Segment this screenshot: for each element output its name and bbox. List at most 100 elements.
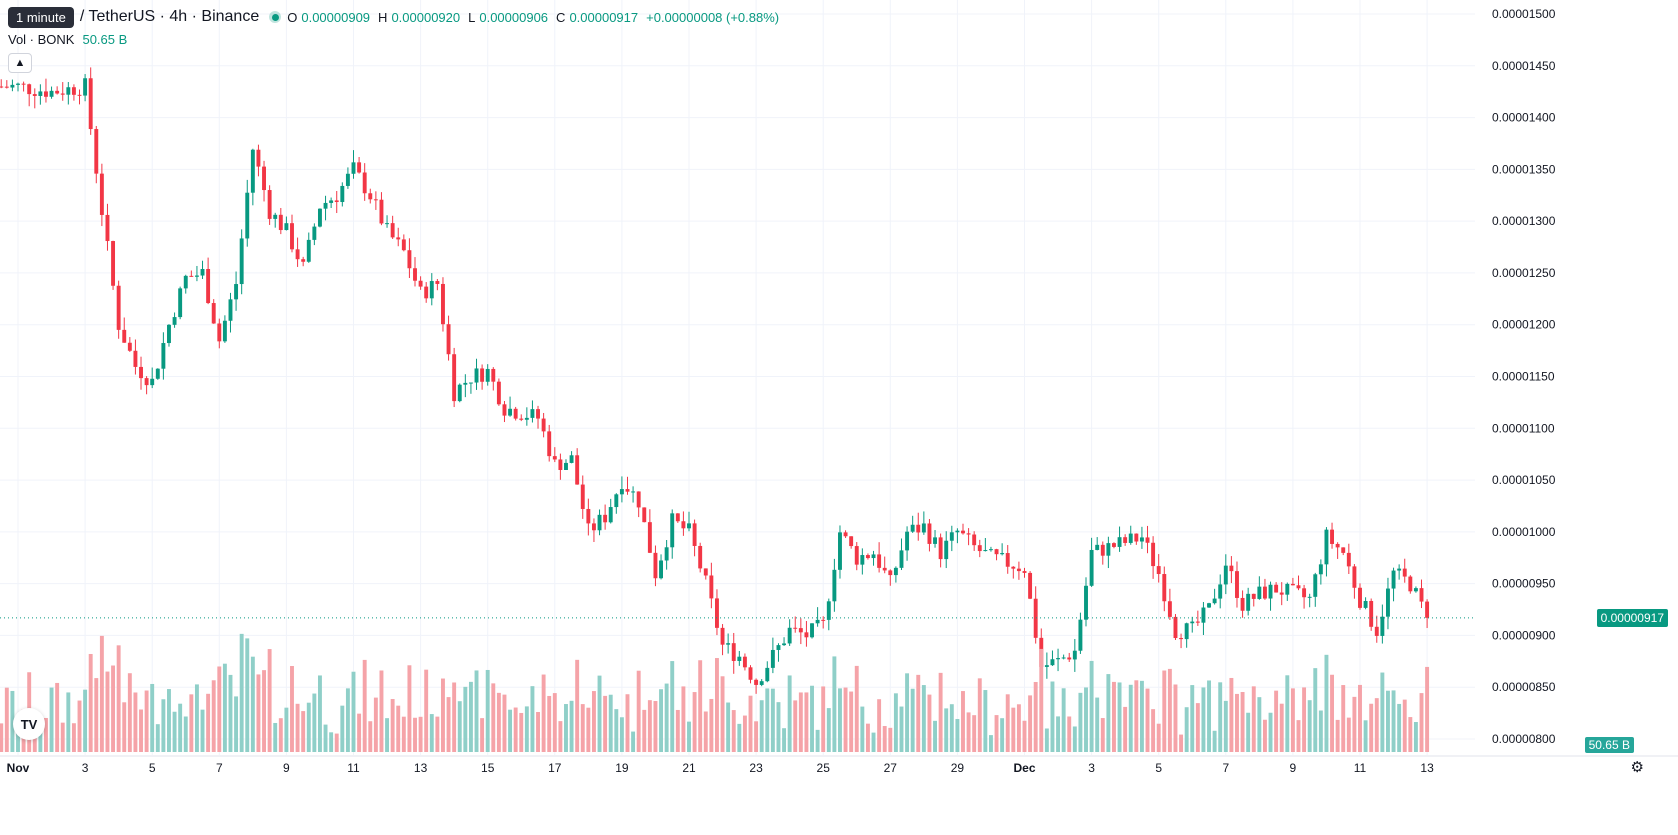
candle-body	[1044, 665, 1049, 667]
candle-body	[1011, 566, 1016, 569]
candle-body	[122, 329, 127, 343]
volume-bar	[1005, 694, 1010, 752]
candle-body	[1307, 596, 1312, 598]
candle-body	[1358, 587, 1362, 608]
candle-body	[468, 382, 473, 384]
volume-bar	[239, 633, 244, 752]
interval-tooltip: 1 minute	[8, 6, 74, 28]
tradingview-logo-icon[interactable]: TV	[13, 708, 45, 740]
gear-icon[interactable]: ⚙	[1630, 759, 1644, 776]
volume-bar	[569, 700, 574, 752]
volume-bar	[944, 708, 949, 752]
candle-body	[21, 83, 26, 85]
volume-bar	[1274, 690, 1279, 752]
volume-bar	[457, 701, 462, 752]
volume-bar	[591, 691, 596, 752]
chart-legend: 1 minute / TetherUS · 4h · Binance O 0.00…	[8, 6, 783, 28]
candle-body	[1302, 588, 1307, 598]
volume-bar	[373, 697, 378, 752]
volume-bar	[1179, 734, 1184, 752]
y-axis-tick-label: 0.00001350	[1492, 162, 1556, 176]
volume-bar	[519, 712, 524, 752]
candle-body	[742, 656, 747, 668]
candle-body	[256, 149, 261, 167]
volume-bar	[642, 709, 647, 752]
volume-bar	[401, 716, 406, 752]
volume-bar	[1369, 703, 1374, 752]
volume-bar	[133, 692, 138, 752]
ohlc-values: O 0.00000909 H 0.00000920 L 0.00000906 C 0.0…	[287, 10, 783, 25]
volume-bar	[854, 665, 859, 752]
volume-bar	[905, 673, 910, 752]
volume-bar	[77, 700, 82, 752]
volume-bar	[1112, 681, 1116, 752]
candle-body	[133, 350, 138, 367]
candle-body	[38, 91, 43, 96]
volume-bar	[1123, 706, 1128, 752]
candle-body	[530, 409, 535, 418]
volume-bar	[647, 700, 652, 752]
volume-bar	[200, 709, 205, 752]
volume-bar	[670, 661, 675, 752]
candle-body	[211, 303, 216, 324]
volume-bar	[1039, 648, 1044, 752]
collapse-legend-button[interactable]: ▲	[8, 53, 32, 73]
volume-bar	[916, 674, 921, 752]
volume-bar	[653, 701, 658, 752]
candle-body	[564, 462, 568, 471]
candle-body	[1056, 658, 1061, 660]
candle-body	[1195, 621, 1200, 623]
candle-body	[882, 567, 887, 571]
candle-body	[1279, 592, 1284, 595]
volume-bar	[530, 686, 535, 752]
volume-bar	[1425, 666, 1430, 752]
candle-body	[446, 324, 451, 355]
candle-body	[424, 286, 429, 299]
market-status-icon[interactable]	[269, 11, 282, 23]
candle-body	[1000, 553, 1005, 555]
candle-body	[860, 555, 865, 565]
candle-body	[228, 299, 233, 321]
candle-body	[591, 523, 596, 531]
candle-body	[474, 368, 479, 383]
symbol-title[interactable]: / TetherUS · 4h · Binance	[79, 8, 260, 25]
volume-bar	[860, 706, 865, 752]
candle-body	[793, 627, 798, 629]
volume-label[interactable]: Vol · BONK	[8, 32, 75, 47]
candle-body	[838, 532, 842, 570]
volume-bar	[871, 732, 876, 752]
volume-bar	[4, 687, 9, 752]
volume-bar	[1078, 692, 1083, 752]
volume-bar	[139, 709, 143, 752]
candle-body	[843, 532, 848, 537]
candle-body	[502, 404, 507, 416]
volume-bar	[183, 716, 188, 752]
candle-body	[625, 489, 630, 492]
open-value: 0.00000909	[301, 9, 371, 25]
volume-bar	[793, 700, 798, 752]
candle-body	[597, 514, 602, 531]
candle-body	[619, 489, 624, 495]
y-axis-tick-label: 0.00001200	[1492, 318, 1556, 332]
volume-bar	[1324, 654, 1329, 752]
candle-body	[938, 537, 943, 560]
high-value: 0.00000920	[391, 9, 461, 25]
candle-body	[1318, 564, 1323, 575]
volume-bar	[821, 686, 826, 752]
volume-bar	[558, 721, 563, 752]
candle-body	[111, 241, 116, 286]
volume-bar	[983, 690, 988, 752]
volume-bar	[1229, 677, 1234, 752]
volume-bar	[161, 699, 166, 752]
volume-bar	[88, 653, 93, 752]
candle-body	[821, 619, 826, 621]
volume-bar	[1173, 684, 1178, 752]
volume-bar	[597, 675, 602, 752]
candle-body	[804, 632, 809, 638]
volume-bar	[345, 688, 350, 752]
candle-body	[373, 199, 378, 201]
volume-bar	[441, 678, 445, 752]
volume-bar	[748, 695, 753, 752]
candle-body	[1151, 542, 1156, 567]
